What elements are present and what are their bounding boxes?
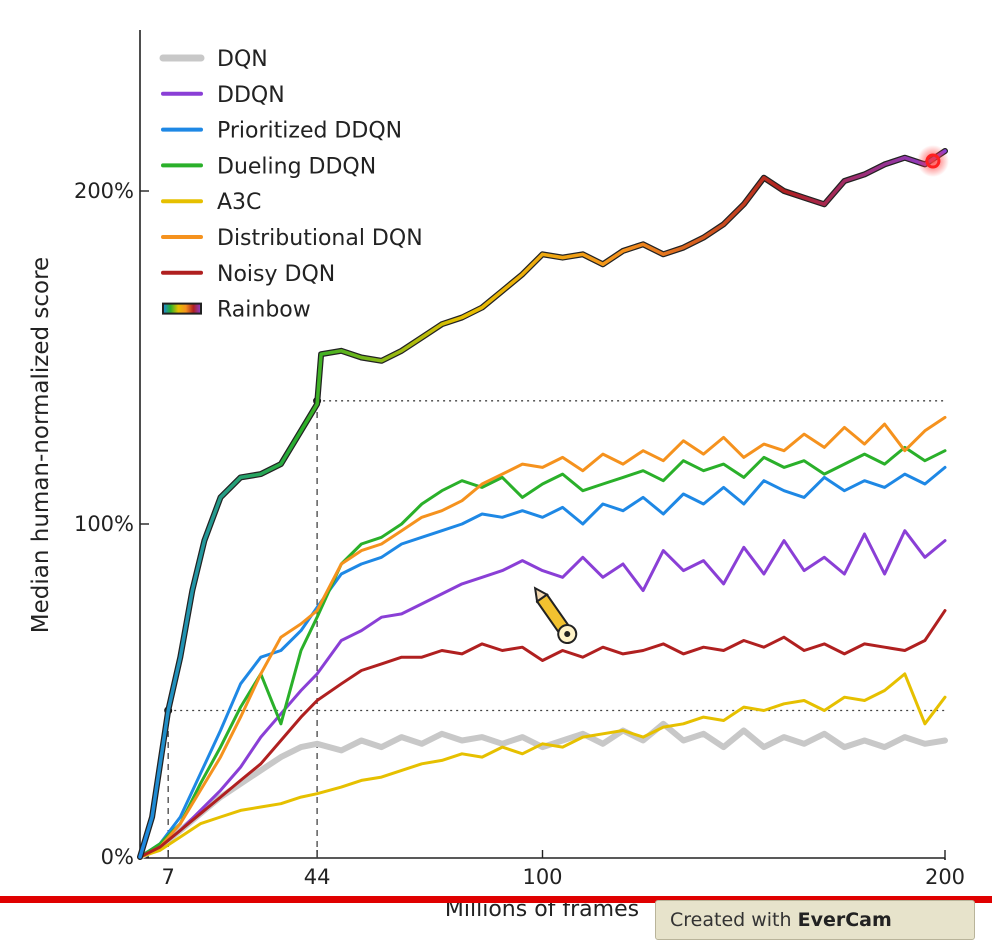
series-line — [138, 445, 947, 859]
pencil-end-dot — [564, 631, 571, 638]
axes: 0% 100% 200% 7 44 100 200 Median human-normaliz… — [28, 30, 965, 922]
legend-label: Noisy DQN — [217, 262, 335, 287]
watermark-prefix: Created with — [670, 909, 798, 931]
legend-label: DDQN — [217, 83, 285, 108]
cursor-highlight-ring — [925, 153, 941, 169]
legend-label: Prioritized DDQN — [217, 119, 402, 144]
y-tick-label: 100% — [74, 512, 134, 536]
series-lines — [137, 148, 948, 860]
pencil-tip — [533, 586, 549, 604]
legend-label: DQN — [217, 47, 268, 72]
series-line-rainbow-outline — [137, 148, 948, 860]
y-axis-label: Median human-normalized score — [28, 257, 54, 633]
legend: DQN DDQN Prioritized DDQN Dueling DDQN A3C Di… — [159, 47, 423, 323]
cursor-highlight-glow — [916, 145, 949, 178]
x-tick-label: 200 — [925, 865, 965, 889]
series-line — [138, 415, 947, 859]
series-line — [138, 672, 947, 859]
series-line — [137, 720, 948, 860]
legend-label: Rainbow — [217, 298, 311, 323]
legend-label: Distributional DQN — [217, 226, 423, 251]
x-tick-label: 100 — [522, 865, 562, 889]
series-line — [138, 609, 947, 859]
watermark-brand: EverCam — [797, 909, 892, 931]
x-tick-label: 7 — [161, 865, 174, 889]
watermark-badge: Created with EverCam — [655, 900, 975, 940]
series-line — [138, 465, 947, 859]
legend-swatch — [162, 302, 202, 315]
series-line — [138, 149, 947, 859]
series-line — [138, 529, 947, 859]
y-tick-label: 200% — [74, 179, 134, 203]
legend-label: Dueling DDQN — [217, 154, 376, 179]
pencil-cursor-icon — [533, 586, 578, 645]
y-tick-label: 0% — [101, 845, 134, 869]
video-progress-bar[interactable] — [0, 896, 992, 903]
annotations — [533, 145, 949, 645]
legend-label: A3C — [217, 190, 261, 215]
x-tick-label: 44 — [304, 865, 331, 889]
